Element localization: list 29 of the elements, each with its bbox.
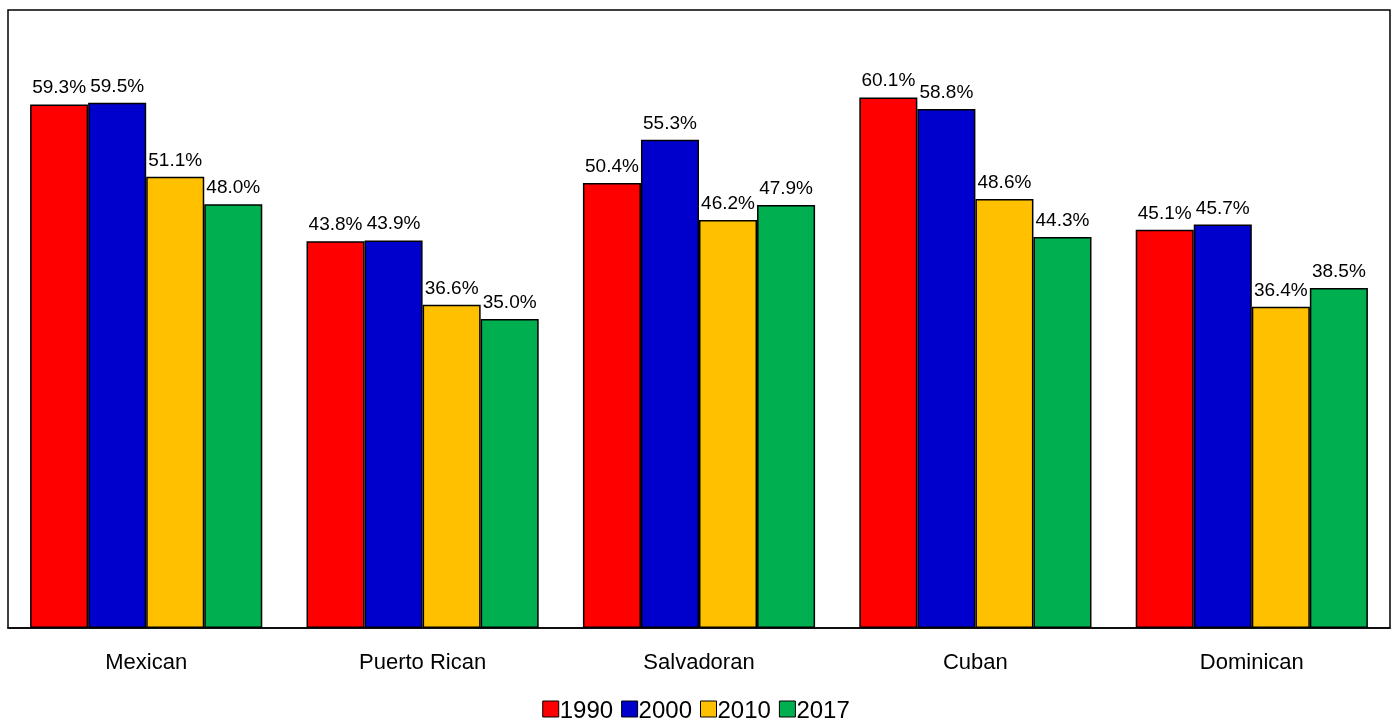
legend-label: 1990 (559, 695, 614, 723)
x-tick-label: Puerto Rican (359, 648, 487, 674)
data-label: 45.1% (1137, 201, 1192, 223)
data-label: 44.3% (1035, 208, 1090, 230)
data-label: 38.5% (1311, 260, 1366, 282)
legend-label: 2000 (638, 695, 692, 723)
data-label: 59.5% (90, 74, 145, 96)
data-label: 59.3% (32, 76, 87, 98)
data-label: 43.8% (308, 213, 363, 235)
legend-label: 2017 (796, 695, 850, 723)
data-label: 58.8% (919, 80, 974, 102)
data-label: 55.3% (643, 111, 698, 133)
data-label: 48.0% (206, 176, 261, 198)
data-label: 60.1% (861, 69, 916, 91)
data-label: 48.6% (977, 170, 1032, 192)
data-label: 36.6% (424, 276, 479, 298)
x-tick-label: Mexican (105, 648, 188, 674)
data-label: 46.2% (701, 192, 756, 214)
x-tick-label: Salvadoran (643, 648, 755, 674)
data-label: 45.7% (1195, 196, 1250, 218)
data-label: 47.9% (759, 177, 814, 199)
data-label: 35.0% (482, 291, 537, 312)
x-tick-label: Dominican (1199, 648, 1304, 674)
data-label: 43.9% (366, 212, 421, 234)
data-label: 36.4% (1253, 278, 1308, 300)
legend-label: 2010 (717, 695, 771, 723)
data-label: 51.1% (148, 148, 203, 170)
data-label: 50.4% (585, 155, 639, 177)
x-tick-label: Cuban (942, 648, 1008, 674)
